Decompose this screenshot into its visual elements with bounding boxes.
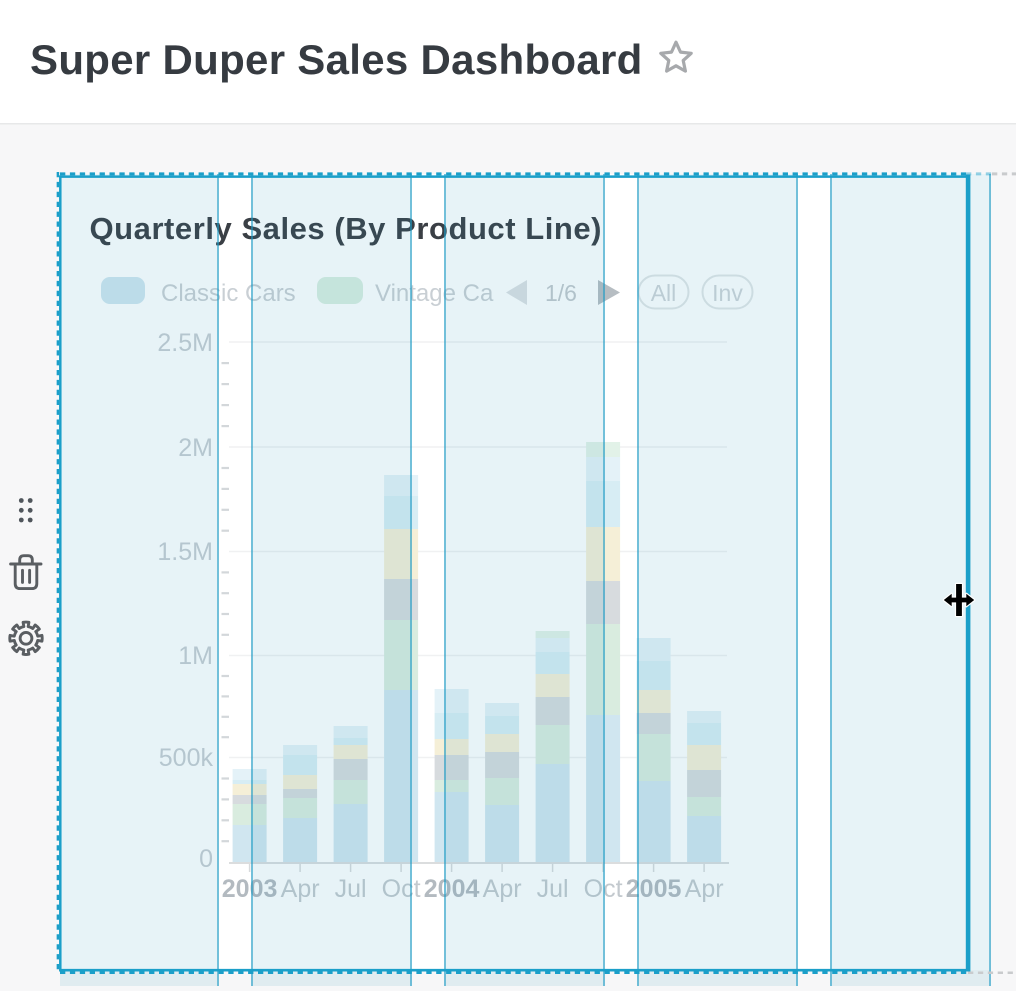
svg-text:1M: 1M <box>178 642 213 670</box>
svg-text:2004: 2004 <box>424 875 480 903</box>
svg-text:Apr: Apr <box>685 875 724 903</box>
svg-text:Vintage Ca: Vintage Ca <box>375 280 494 307</box>
svg-text:Jul: Jul <box>335 875 367 903</box>
svg-text:500k: 500k <box>159 744 214 772</box>
svg-text:0: 0 <box>199 845 213 873</box>
svg-text:Apr: Apr <box>281 875 320 903</box>
svg-text:Apr: Apr <box>483 875 522 903</box>
svg-text:2005: 2005 <box>626 875 682 903</box>
svg-text:Super Duper Sales Dashboard: Super Duper Sales Dashboard <box>30 36 643 83</box>
svg-text:All: All <box>651 280 677 306</box>
svg-text:2003: 2003 <box>222 875 278 903</box>
svg-text:Quarterly Sales (By Product Li: Quarterly Sales (By Product Line) <box>90 211 603 246</box>
svg-text:2.5M: 2.5M <box>157 329 213 357</box>
svg-text:1/6: 1/6 <box>545 280 577 306</box>
svg-text:Oct: Oct <box>382 875 421 903</box>
svg-text:Classic Cars: Classic Cars <box>161 280 296 307</box>
svg-text:Jul: Jul <box>537 875 569 903</box>
svg-text:1.5M: 1.5M <box>157 538 213 566</box>
svg-text:Inv: Inv <box>712 280 743 306</box>
svg-text:2M: 2M <box>178 434 213 462</box>
